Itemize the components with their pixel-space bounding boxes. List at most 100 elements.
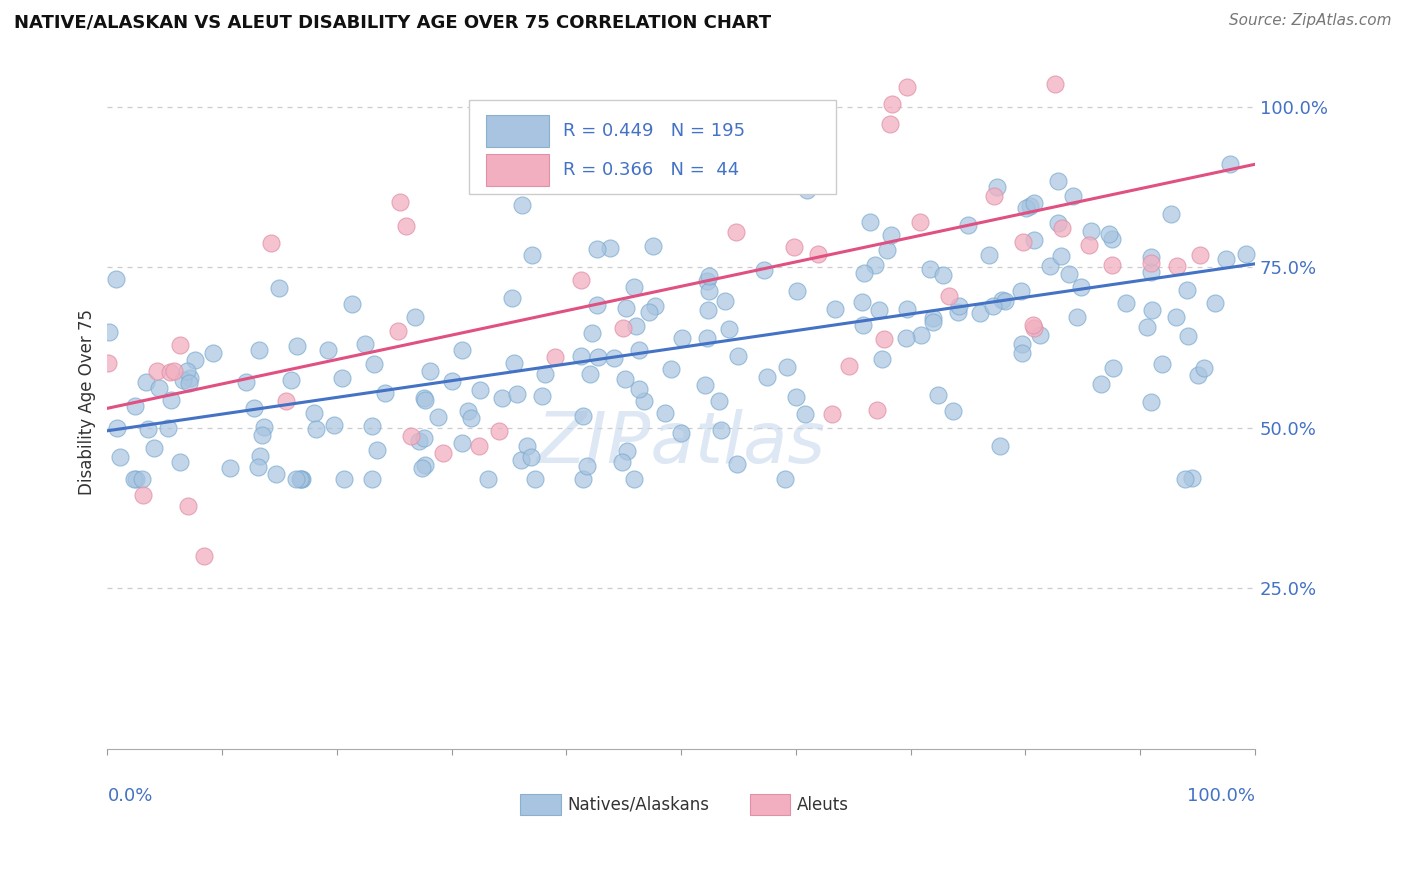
- Point: [896, 330, 918, 344]
- Point: [98, 326, 121, 340]
- Point: [533, 367, 555, 381]
- Point: [157, 421, 180, 435]
- Point: [401, 429, 423, 443]
- Point: [725, 458, 748, 472]
- Point: [491, 392, 513, 406]
- Point: [457, 404, 479, 418]
- Point: [714, 294, 737, 309]
- Point: [132, 487, 155, 501]
- FancyBboxPatch shape: [520, 795, 561, 815]
- Point: [516, 439, 538, 453]
- Point: [148, 381, 170, 395]
- Point: [169, 455, 191, 469]
- Point: [572, 472, 595, 486]
- Point: [821, 407, 844, 421]
- Point: [97, 356, 120, 370]
- Point: [1150, 357, 1173, 371]
- Point: [413, 458, 436, 472]
- Point: [1062, 189, 1084, 203]
- Point: [159, 365, 181, 379]
- Point: [599, 241, 621, 255]
- Point: [146, 364, 169, 378]
- Point: [333, 472, 356, 486]
- Point: [793, 407, 815, 421]
- Point: [981, 299, 1004, 313]
- Point: [363, 357, 385, 371]
- Point: [1219, 156, 1241, 170]
- Point: [124, 399, 146, 413]
- Point: [246, 459, 269, 474]
- Point: [614, 372, 637, 386]
- Point: [1021, 318, 1043, 332]
- Point: [638, 305, 661, 319]
- Point: [921, 315, 943, 329]
- Point: [530, 389, 553, 403]
- Point: [510, 453, 533, 467]
- Point: [633, 394, 655, 409]
- FancyBboxPatch shape: [486, 115, 550, 146]
- Point: [616, 444, 638, 458]
- Point: [852, 267, 875, 281]
- Point: [614, 301, 637, 315]
- Point: [627, 382, 650, 396]
- Text: NATIVE/ALASKAN VS ALEUT DISABILITY AGE OVER 75 CORRELATION CHART: NATIVE/ALASKAN VS ALEUT DISABILITY AGE O…: [14, 13, 770, 31]
- Point: [866, 403, 889, 417]
- FancyBboxPatch shape: [486, 153, 550, 186]
- Point: [1101, 232, 1123, 246]
- Point: [1188, 248, 1211, 262]
- Point: [160, 392, 183, 407]
- Point: [1174, 472, 1197, 486]
- Point: [1022, 321, 1045, 335]
- Point: [1039, 259, 1062, 273]
- Point: [108, 450, 131, 464]
- Point: [868, 303, 890, 318]
- Point: [870, 352, 893, 367]
- Point: [360, 472, 382, 486]
- Point: [260, 236, 283, 251]
- Point: [501, 291, 523, 305]
- Point: [725, 225, 748, 239]
- Point: [838, 359, 860, 373]
- Point: [332, 371, 354, 385]
- Point: [586, 297, 609, 311]
- Point: [488, 425, 510, 439]
- Point: [948, 299, 970, 313]
- Point: [280, 373, 302, 387]
- Point: [1142, 303, 1164, 318]
- Point: [267, 281, 290, 295]
- Point: [879, 117, 901, 131]
- Point: [342, 297, 364, 311]
- Point: [773, 472, 796, 486]
- Point: [193, 549, 215, 564]
- Point: [411, 461, 433, 475]
- Point: [503, 164, 526, 178]
- Point: [1015, 201, 1038, 215]
- Point: [643, 239, 665, 253]
- Point: [1139, 250, 1161, 264]
- Point: [285, 472, 308, 486]
- Point: [990, 439, 1012, 453]
- Point: [696, 274, 718, 288]
- Point: [1078, 238, 1101, 252]
- Point: [419, 364, 441, 378]
- Point: [1047, 216, 1070, 230]
- FancyBboxPatch shape: [468, 100, 837, 194]
- Point: [1098, 227, 1121, 241]
- Point: [353, 336, 375, 351]
- Text: Source: ZipAtlas.com: Source: ZipAtlas.com: [1229, 13, 1392, 29]
- Y-axis label: Disability Age Over 75: Disability Age Over 75: [79, 309, 96, 495]
- Point: [938, 289, 960, 303]
- Point: [506, 386, 529, 401]
- Point: [366, 443, 388, 458]
- Point: [143, 442, 166, 456]
- Text: R = 0.366   N =  44: R = 0.366 N = 44: [562, 161, 740, 178]
- Point: [125, 472, 148, 486]
- Point: [1136, 319, 1159, 334]
- Point: [863, 259, 886, 273]
- Text: 0.0%: 0.0%: [107, 787, 153, 805]
- Point: [942, 404, 965, 418]
- Point: [290, 472, 312, 486]
- Point: [991, 293, 1014, 308]
- FancyBboxPatch shape: [749, 795, 790, 815]
- Point: [176, 500, 198, 514]
